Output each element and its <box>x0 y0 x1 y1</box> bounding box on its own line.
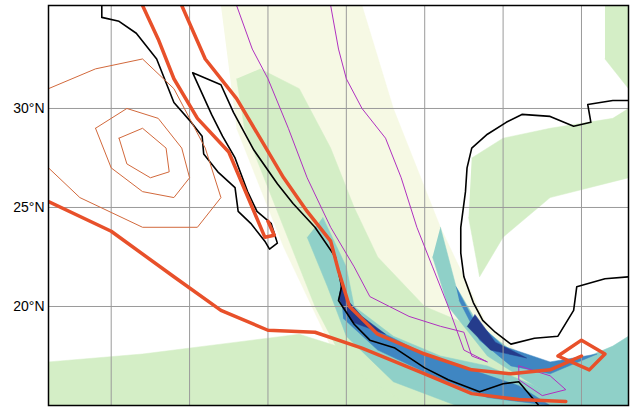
svg-text:30°N: 30°N <box>13 100 44 116</box>
svg-text:25°N: 25°N <box>13 199 44 215</box>
svg-text:20°N: 20°N <box>13 298 44 314</box>
